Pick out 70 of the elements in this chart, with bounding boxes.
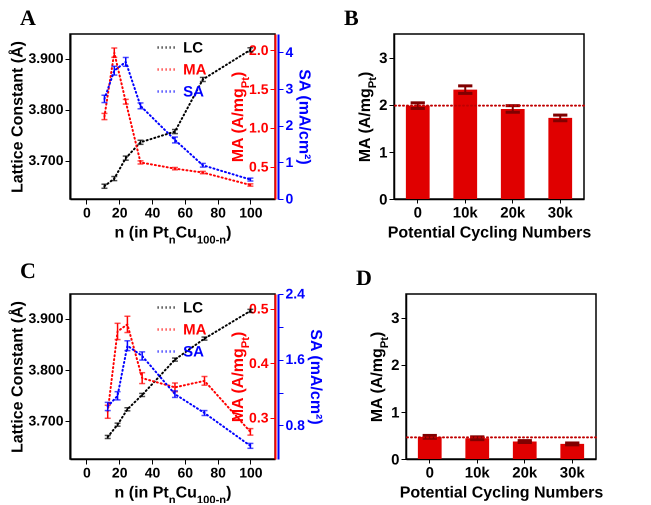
y3-axis-title: SA (mA/cm²) [295, 69, 312, 165]
bar [512, 442, 537, 459]
x-tick-label: 10k [452, 204, 478, 222]
y-tick-label: 3.700 [28, 152, 64, 168]
y3-tick-label: 3 [286, 80, 294, 96]
bar [406, 106, 430, 199]
y-tick-label: 2 [379, 97, 388, 114]
y3-tick-label: 2.4 [286, 286, 306, 302]
x-tick-label: 80 [210, 204, 226, 220]
x-tick-label: 0 [426, 464, 434, 482]
y-tick-label: 3.800 [28, 361, 64, 378]
x-tick-label: 20 [112, 464, 128, 480]
x-tick-label: 40 [144, 204, 160, 220]
x-tick-label: 0 [83, 204, 91, 220]
x-tick-label: 30k [560, 464, 586, 482]
bar [500, 108, 525, 199]
x-tick-label: 40 [144, 464, 160, 480]
legend-label: SA [183, 84, 204, 100]
chart-title: A [20, 5, 36, 30]
y-tick-label: 0 [379, 192, 388, 208]
x-tick-label: 80 [210, 464, 226, 480]
x-tick-label: 20k [512, 464, 538, 482]
y-tick-label: 1 [391, 404, 400, 422]
x-tick-label: 20k [500, 204, 526, 222]
x-tick-label: 100 [239, 464, 263, 480]
y-tick-label: 3.800 [28, 101, 64, 118]
x-axis-title: Potential Cycling Numbers [400, 484, 604, 502]
chart-title: D [356, 265, 372, 290]
legend-label: SA [183, 344, 204, 360]
y2-tick-label: 0.5 [249, 300, 269, 317]
y3-tick-label: 4 [286, 44, 294, 60]
y-tick-label: 2 [391, 357, 400, 374]
y-tick-label: 3.700 [28, 412, 64, 429]
bar [465, 438, 490, 459]
legend-label: MA [183, 62, 207, 78]
y3-tick-label: 0.8 [286, 416, 306, 433]
x-tick-label: 0 [414, 204, 422, 222]
x-tick-label: 60 [178, 464, 194, 480]
legend-label: LC [183, 300, 204, 316]
legend-label: LC [183, 40, 204, 56]
x-tick-label: 60 [178, 204, 194, 220]
y-tick-label: 3.900 [28, 310, 64, 326]
x-tick-label: 100 [239, 204, 263, 220]
bar [453, 90, 478, 199]
y-tick-label: 3.900 [28, 50, 64, 66]
y3-tick-label: 1 [286, 154, 294, 170]
y-tick-label: 3 [379, 50, 388, 68]
y2-tick-label: 1.5 [249, 80, 269, 97]
y-tick-label: 3 [391, 310, 400, 328]
y2-tick-label: 0.4 [249, 354, 269, 371]
y3-tick-label: 0 [286, 190, 294, 206]
x-tick-label: 20 [112, 204, 128, 220]
y3-axis-title: SA (mA/cm²) [306, 329, 324, 425]
legend-label: MA [183, 322, 207, 338]
x-tick-label: 10k [464, 464, 490, 482]
y-axis-title: Lattice Constant (Å) [7, 41, 26, 193]
y2-tick-label: 2.0 [249, 42, 269, 58]
x-tick-label: 30k [548, 204, 574, 222]
x-tick-label: 0 [83, 464, 91, 480]
y3-tick-label: 2 [286, 117, 294, 134]
chart-title: B [344, 5, 359, 30]
x-axis-title: Potential Cycling Numbers [388, 224, 592, 242]
x-axis-title: n (in Pt$_{n}$Cu$_{100-n}$) [114, 224, 232, 246]
y-tick-label: 1 [379, 144, 388, 162]
y-tick-label: 0 [391, 452, 400, 468]
y2-tick-label: 0.5 [249, 158, 269, 175]
chart-title: C [20, 258, 36, 283]
bar [548, 118, 572, 199]
y3-tick-label: 1.6 [286, 351, 306, 368]
y-axis-title: Lattice Constant (Å) [7, 301, 26, 453]
